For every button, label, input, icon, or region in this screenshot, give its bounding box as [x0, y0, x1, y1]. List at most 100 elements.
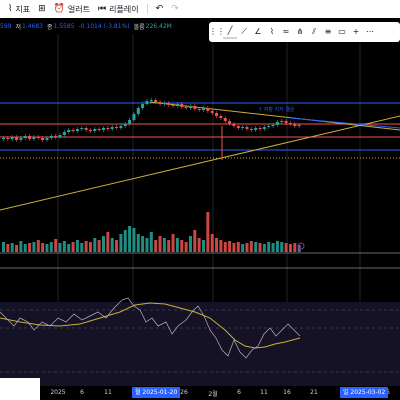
volume-bar [62, 241, 66, 252]
rsi-pane-bg [0, 302, 400, 386]
candle [262, 127, 266, 129]
time-axis-label: 2025 [50, 389, 66, 396]
indicators-label: 지표 [15, 4, 31, 14]
volume-bar [175, 238, 179, 252]
layout-button[interactable]: ⊞ [38, 3, 46, 14]
candle [188, 106, 192, 108]
volume-bar [236, 242, 240, 252]
volume-bar [219, 240, 223, 252]
candle [67, 130, 71, 132]
candle [271, 125, 275, 126]
volume-bar [54, 239, 58, 252]
change-pct: (-3.81%) [103, 22, 130, 30]
candle [119, 126, 123, 128]
volume-bar [32, 242, 36, 252]
pitchfork-icon[interactable]: ⋔ [296, 27, 304, 36]
candle [219, 116, 223, 118]
polyline-icon[interactable]: ⌇ [270, 27, 274, 36]
grip-icon[interactable]: ⋮⋮ [209, 27, 225, 36]
volume-bar [288, 244, 292, 252]
volume-value: 226.42M [145, 22, 172, 30]
volume-bar [232, 243, 236, 252]
channel-icon[interactable]: ⫽ [312, 27, 316, 36]
volume-bar [258, 243, 262, 252]
drawing-toolbar: ⋮⋮ ╱ ⟋ ∠ ⌇ ≈ ⋔ ⫽ ≡ ▭ + ⋯ [209, 22, 400, 42]
volume-bar [228, 241, 232, 252]
candle [223, 118, 227, 121]
volume-group [2, 212, 301, 252]
low-label: 저 [15, 23, 21, 31]
add-icon[interactable]: + [352, 27, 360, 36]
ohlc-legend: 599 저 1.4683 종 1.5585 -0.1014 (-3.81%) 볼… [0, 19, 172, 33]
candle [236, 126, 240, 128]
horizontal-ray-icon[interactable]: ⟋ [241, 27, 247, 36]
volume-bar [84, 241, 88, 252]
rsi-line [0, 297, 301, 359]
volume-bar [110, 238, 114, 252]
volume-bar [71, 242, 75, 252]
redo-button[interactable]: ↷ [171, 4, 179, 14]
volume-marker-icon[interactable] [297, 242, 305, 250]
shape-icon[interactable]: ▭ [338, 27, 346, 36]
volume-bar [171, 234, 175, 252]
candle [245, 127, 249, 129]
volume-bar [19, 241, 23, 252]
volume-bar [254, 242, 258, 252]
candle [215, 113, 219, 116]
time-axis-label: 6 [237, 389, 241, 396]
line-color-swatch[interactable]: ╱ [223, 25, 237, 39]
time-axis-label: 11 [104, 389, 112, 396]
watermark-badge [0, 378, 40, 400]
volume-bar [6, 244, 10, 252]
volume-bar [188, 236, 192, 252]
candle [58, 135, 62, 137]
candle [71, 130, 75, 131]
candle [115, 127, 119, 128]
volume-bar [15, 245, 19, 252]
undo-button[interactable]: ↶ [156, 4, 164, 14]
volume-bar [123, 230, 127, 252]
volume-bar [275, 241, 279, 252]
volume-bar [206, 212, 210, 252]
alert-button[interactable]: ⏰ 얼러트 [54, 4, 90, 15]
chart-annotation: ↑ 저항 지지 결손 [258, 107, 295, 113]
fib-icon[interactable]: ≡ [324, 27, 332, 36]
time-axis[interactable] [0, 387, 400, 400]
volume-bar [93, 238, 97, 252]
candle [80, 128, 84, 129]
volume-bar [75, 240, 79, 252]
candle [180, 104, 184, 107]
candle [19, 138, 23, 140]
candle [267, 126, 271, 127]
volume-bar [10, 243, 14, 252]
candle [206, 108, 210, 111]
candle [136, 108, 140, 114]
candle [28, 136, 32, 139]
close-value: 1.5585 [53, 22, 75, 30]
rising-trendline[interactable] [0, 115, 400, 211]
candle [128, 120, 132, 124]
candle [232, 124, 236, 126]
candle [36, 137, 40, 138]
candle [10, 137, 14, 139]
rewind-icon: ⏮ [98, 3, 107, 14]
trend-angle-icon[interactable]: ∠ [254, 27, 262, 36]
time-axis-label: 21 [310, 389, 318, 396]
toolbar-divider [146, 4, 148, 14]
indicators-button[interactable]: ⌇ 지표 [8, 4, 30, 15]
replay-button[interactable]: ⏮ 리플레이 [98, 4, 139, 15]
zigzag-icon[interactable]: ≈ [282, 27, 290, 36]
candle [15, 137, 19, 140]
volume-bar [67, 244, 71, 252]
volume-bar [184, 242, 188, 252]
candle [41, 138, 45, 140]
candle [97, 129, 101, 130]
rsi-ma-line [0, 302, 301, 349]
volume-bar [280, 242, 284, 252]
volume-bar [49, 242, 53, 252]
blue-trendline[interactable] [289, 117, 400, 129]
more-icon[interactable]: ⋯ [366, 27, 374, 36]
grid-icon: ⊞ [38, 3, 46, 14]
candle [210, 111, 214, 113]
